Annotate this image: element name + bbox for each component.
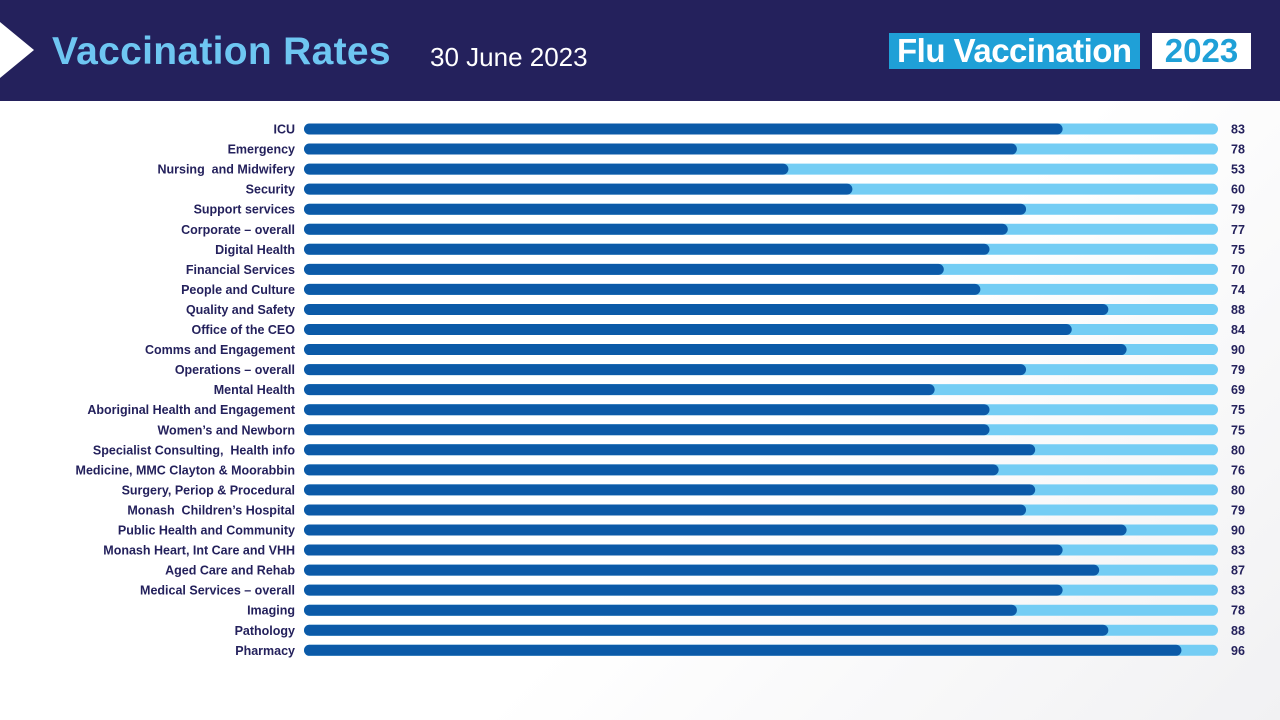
value-label: 76	[1231, 463, 1245, 477]
category-label: Monash Heart, Int Care and VHH	[103, 544, 295, 558]
bar	[304, 624, 1109, 636]
bar	[304, 143, 1017, 155]
category-label: Office of the CEO	[192, 323, 296, 337]
bar	[304, 364, 1027, 376]
category-label: Support services	[194, 203, 295, 217]
page-title: Vaccination Rates	[52, 30, 391, 73]
category-label: Comms and Engagement	[145, 343, 296, 357]
category-label: Pathology	[235, 624, 295, 638]
category-label: Surgery, Periop & Procedural	[122, 483, 295, 497]
category-label: Monash Children’s Hospital	[127, 503, 295, 517]
bar	[304, 344, 1127, 356]
bar	[304, 424, 990, 436]
bar	[304, 404, 990, 416]
category-label: Medical Services – overall	[140, 584, 295, 598]
bar	[304, 163, 789, 175]
bar	[304, 243, 990, 255]
value-label: 78	[1231, 143, 1245, 157]
value-label: 88	[1231, 624, 1245, 638]
category-label: Women’s and Newborn	[157, 423, 295, 437]
value-label: 79	[1231, 503, 1245, 517]
bar	[304, 324, 1072, 335]
bar	[304, 283, 981, 295]
bar	[304, 444, 1036, 456]
bar	[304, 303, 1109, 315]
category-label: Aboriginal Health and Engagement	[87, 403, 295, 417]
bar	[304, 183, 853, 195]
value-label: 69	[1231, 383, 1245, 397]
value-label: 83	[1231, 584, 1245, 598]
value-label: 80	[1231, 483, 1245, 497]
category-label: Operations – overall	[175, 363, 295, 377]
category-label: Financial Services	[186, 263, 295, 277]
bar	[304, 123, 1063, 135]
value-label: 84	[1231, 323, 1245, 337]
category-label: Digital Health	[215, 243, 295, 257]
value-label: 75	[1231, 403, 1245, 417]
category-label: Mental Health	[214, 383, 295, 397]
category-label: Pharmacy	[235, 644, 295, 658]
category-label: Emergency	[228, 143, 295, 157]
header-banner: Vaccination Rates 30 June 2023 Flu Vacci…	[0, 0, 1280, 101]
bar	[304, 544, 1063, 556]
value-label: 75	[1231, 423, 1245, 437]
chevron-icon	[0, 22, 34, 78]
value-label: 80	[1231, 443, 1245, 457]
category-label: Corporate – overall	[181, 223, 295, 237]
value-label: 74	[1231, 283, 1245, 297]
category-label: Medicine, MMC Clayton & Moorabbin	[76, 463, 295, 477]
value-label: 83	[1231, 544, 1245, 558]
bar	[304, 464, 999, 476]
value-label: 53	[1231, 163, 1245, 177]
bar	[304, 484, 1036, 496]
category-label: Quality and Safety	[186, 303, 295, 317]
bar	[304, 384, 935, 396]
value-label: 96	[1231, 644, 1245, 658]
value-label: 79	[1231, 363, 1245, 377]
value-label: 78	[1231, 604, 1245, 618]
value-label: 88	[1231, 303, 1245, 317]
bar	[304, 564, 1100, 576]
bar	[304, 584, 1063, 596]
value-label: 90	[1231, 524, 1245, 538]
category-label: Aged Care and Rehab	[165, 564, 295, 578]
bar	[304, 263, 944, 275]
category-label: Specialist Consulting, Health info	[93, 443, 295, 457]
logo-flu-vaccination: Flu Vaccination	[889, 33, 1140, 69]
category-label: Security	[246, 183, 295, 197]
category-label: Public Health and Community	[118, 524, 295, 538]
bar	[304, 644, 1182, 656]
value-label: 70	[1231, 263, 1245, 277]
category-label: Nursing and Midwifery	[157, 163, 295, 177]
bar	[304, 504, 1027, 516]
category-label: Imaging	[247, 604, 295, 618]
bar	[304, 524, 1127, 536]
category-label: ICU	[273, 123, 295, 137]
value-label: 87	[1231, 564, 1245, 578]
bar	[304, 203, 1027, 215]
value-label: 75	[1231, 243, 1245, 257]
value-label: 79	[1231, 203, 1245, 217]
report-date: 30 June 2023	[430, 42, 588, 72]
bar	[304, 223, 1008, 235]
value-label: 60	[1231, 183, 1245, 197]
value-label: 83	[1231, 123, 1245, 137]
bar	[304, 604, 1017, 616]
value-label: 90	[1231, 343, 1245, 357]
category-label: People and Culture	[181, 283, 295, 297]
value-label: 77	[1231, 223, 1245, 237]
logo-year: 2023	[1152, 33, 1251, 69]
